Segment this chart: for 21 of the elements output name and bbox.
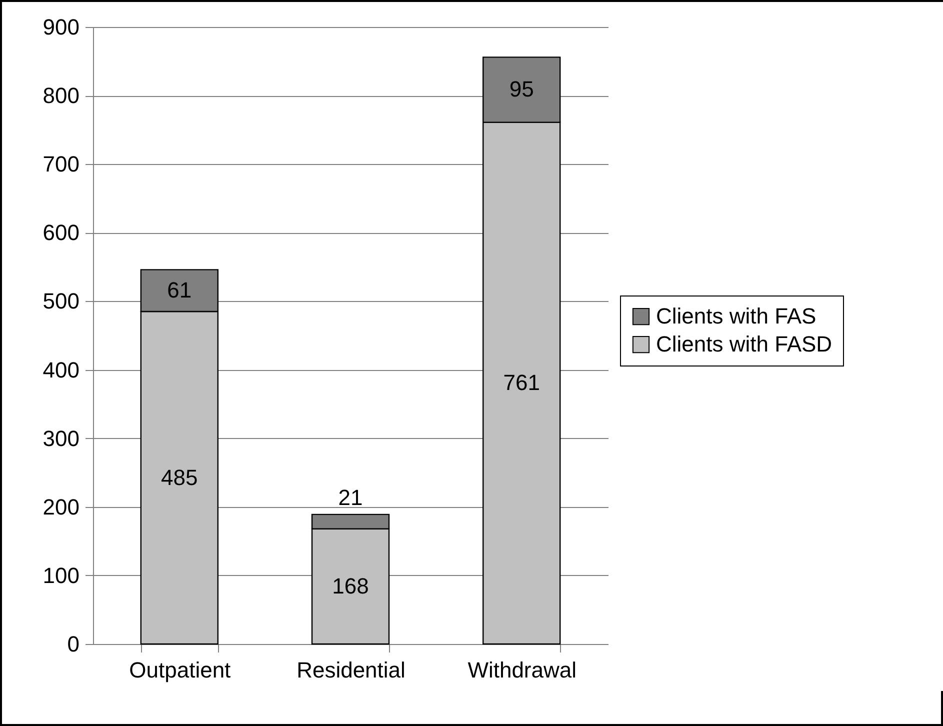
y-tick-label: 400	[42, 357, 80, 382]
data-label: 61	[167, 278, 192, 303]
y-tick-label: 100	[42, 562, 80, 588]
y-tick-label: 800	[42, 83, 80, 108]
y-tick-label: 300	[42, 426, 80, 451]
y-tick-label: 0	[67, 632, 80, 656]
y-tick-label: 600	[42, 220, 80, 246]
y-tick-label: 700	[42, 152, 80, 177]
data-label: 21	[338, 484, 363, 510]
data-label: 761	[503, 370, 540, 396]
legend-label: Clients with FASD	[656, 332, 832, 356]
data-label: 168	[332, 573, 369, 598]
legend-label: Clients with FAS	[656, 304, 816, 328]
y-tick-label: 500	[42, 288, 80, 314]
x-tick-label: Withdrawal	[468, 658, 577, 682]
y-tick-label: 900	[42, 14, 80, 40]
y-tick-label: 200	[42, 494, 80, 520]
x-tick-label: Outpatient	[129, 658, 231, 682]
data-label: 95	[509, 76, 534, 102]
data-label: 485	[161, 464, 198, 490]
x-tick-label: Residential	[296, 658, 406, 682]
